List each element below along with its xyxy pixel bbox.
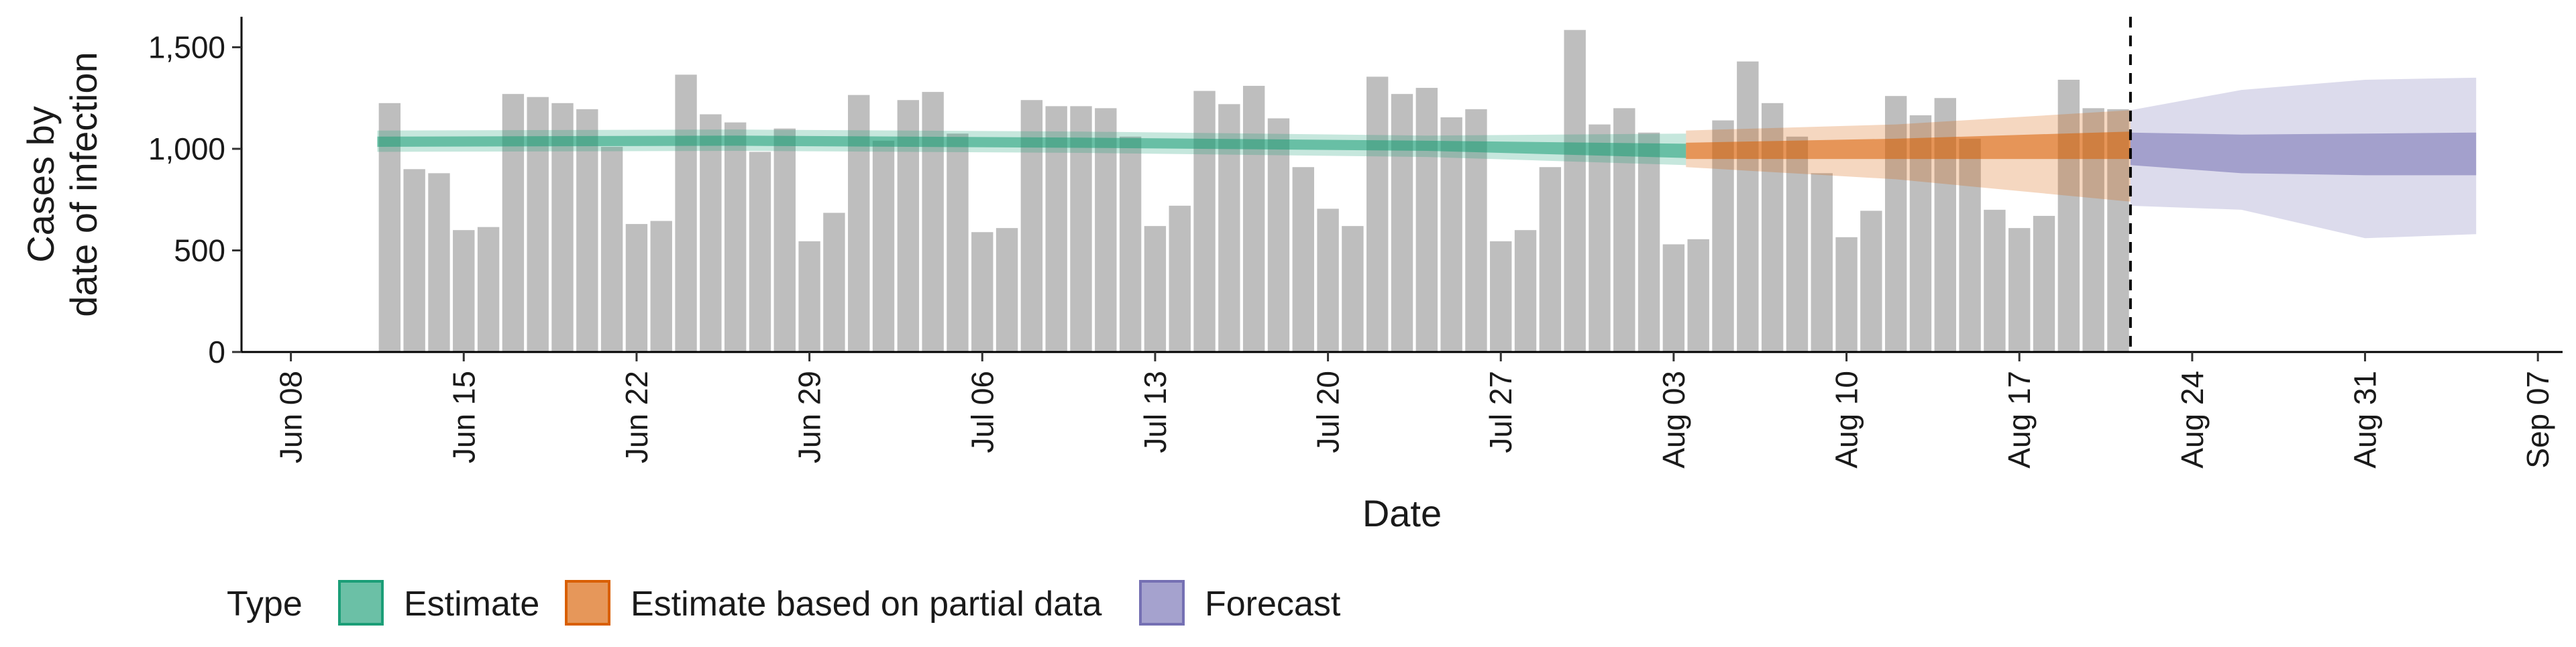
bar (2008, 228, 2031, 352)
x-tick-label: Jul 13 (1138, 371, 1173, 453)
x-tick-label: Aug 10 (1829, 371, 1864, 469)
bar (453, 230, 475, 352)
bar (798, 241, 820, 352)
bar (1835, 237, 1858, 352)
bar (1589, 124, 1611, 352)
bar (996, 228, 1018, 352)
band-inner (377, 135, 1686, 158)
bar (1267, 118, 1290, 353)
bar (1095, 108, 1117, 352)
x-tick-label: Aug 03 (1656, 371, 1691, 469)
bar (1415, 88, 1438, 352)
legend-key (1139, 580, 1185, 626)
bar (1193, 91, 1216, 352)
bar (1564, 30, 1586, 353)
bar (403, 169, 425, 353)
bar (1737, 61, 1759, 353)
bar (1786, 136, 1809, 352)
band-inner (2130, 132, 2477, 176)
y-tick-label: 500 (174, 233, 225, 268)
bar (1959, 138, 1981, 352)
bar (1860, 211, 1882, 352)
y-tick-label: 0 (208, 335, 225, 369)
x-tick-label: Jun 08 (274, 371, 309, 463)
bar (1169, 205, 1191, 352)
x-tick-label: Jun 22 (619, 371, 654, 463)
x-tick-label: Jul 06 (965, 371, 1000, 453)
bar (724, 122, 747, 353)
bar (947, 133, 969, 352)
bar (1144, 226, 1167, 352)
bar (2033, 215, 2055, 352)
band-inner (1686, 131, 2131, 160)
bar (650, 221, 672, 352)
y-tick-label: 1,000 (148, 131, 225, 166)
bar (428, 173, 450, 352)
x-tick-label: Aug 24 (2175, 371, 2210, 469)
x-tick-label: Jul 27 (1483, 371, 1518, 453)
bar (1366, 76, 1389, 353)
bar (749, 152, 771, 353)
bar (625, 224, 648, 352)
legend-key (338, 580, 384, 626)
bar (1687, 239, 1709, 352)
bar (2057, 79, 2080, 352)
bar (1514, 230, 1537, 352)
legend-key (565, 580, 610, 626)
bar (1342, 226, 1364, 352)
x-axis-title: Date (1362, 492, 1442, 534)
x-tick-label: Jun 15 (446, 371, 481, 463)
y-axis-title-line-2: date of infection (62, 52, 105, 316)
bar (600, 146, 623, 352)
bar (1811, 173, 1833, 352)
bar (1292, 167, 1314, 352)
legend: Type Estimate Estimate based on partial d… (227, 580, 1341, 626)
x-tick-label: Aug 17 (2002, 371, 2037, 469)
bands-layer (377, 77, 2477, 239)
bar (1317, 209, 1339, 352)
bar (1242, 86, 1265, 352)
y-tick-label: 1,500 (148, 30, 225, 64)
bar (922, 92, 944, 352)
bar (773, 128, 796, 352)
legend-title: Type (227, 585, 303, 624)
bars-layer (378, 30, 2129, 353)
legend-label: Estimate (404, 585, 539, 624)
bar (823, 213, 845, 352)
x-tick-label: Sep 07 (2520, 371, 2555, 469)
bar (1490, 241, 1512, 352)
axes-layer: 0 500 1,000 1,500 Jun 08 Jun 15 Jun 22 Jun 29 Ju… (148, 17, 2563, 469)
bar (576, 109, 598, 352)
bar (700, 114, 722, 353)
bar (872, 140, 895, 352)
legend-label: Forecast (1205, 585, 1341, 624)
y-axis-title-line-1: Cases by (19, 106, 62, 262)
x-tick-label: Aug 31 (2348, 371, 2383, 469)
bar (1539, 167, 1562, 352)
x-tick-label: Jul 20 (1311, 371, 1346, 453)
bar (1391, 94, 1413, 352)
bar (675, 74, 697, 352)
bar (1662, 244, 1685, 352)
bar (1638, 132, 1660, 352)
legend-label: Estimate based on partial data (631, 585, 1102, 624)
bar (1119, 136, 1142, 352)
bar (477, 227, 500, 352)
bar (1984, 209, 2006, 352)
x-tick-label: Jun 29 (792, 371, 827, 463)
bar (971, 232, 994, 352)
bar (1440, 117, 1462, 352)
